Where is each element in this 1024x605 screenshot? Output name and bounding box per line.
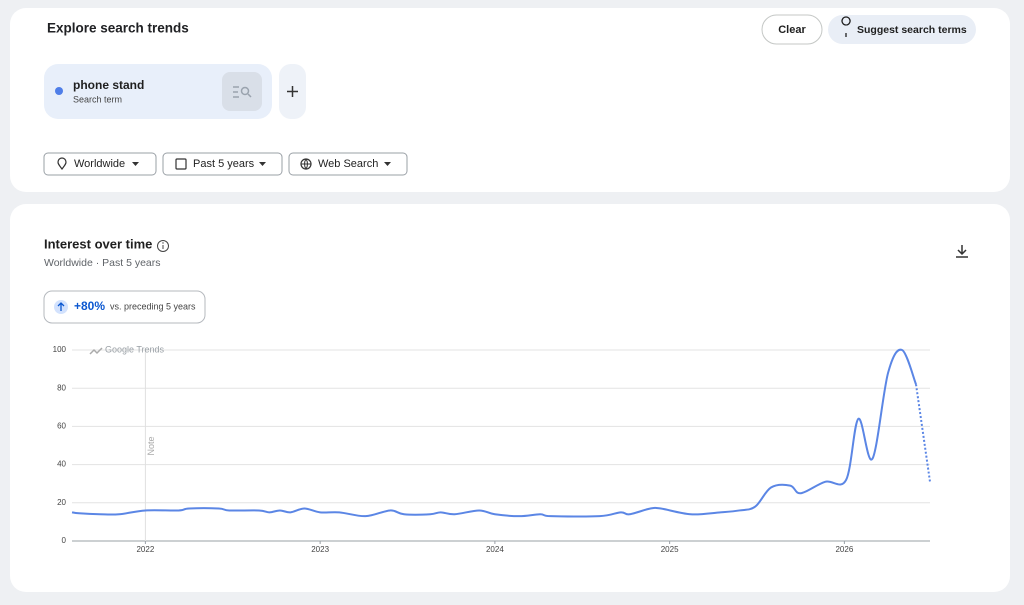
clear-label[interactable]: Clear — [778, 24, 806, 36]
add-term-button[interactable] — [279, 64, 306, 119]
location-filter[interactable]: Worldwide — [43, 152, 157, 176]
watermark: Google Trends — [105, 344, 165, 354]
y-tick-label: 20 — [57, 498, 66, 507]
clear-button[interactable]: Clear — [761, 14, 823, 45]
property-filter[interactable]: Web Search — [288, 152, 408, 176]
y-tick-label: 100 — [53, 345, 67, 354]
time-label[interactable]: Past 5 years — [193, 158, 255, 170]
y-tick-label: 0 — [62, 536, 67, 545]
x-tick-label: 2022 — [136, 545, 154, 554]
term-kind[interactable]: Search term — [73, 94, 122, 104]
panel-title: Interest over time — [44, 236, 152, 251]
change-value: +80% — [74, 299, 105, 313]
chart-card — [10, 204, 1010, 592]
change-chip: +80% vs. preceding 5 years — [43, 290, 206, 324]
watermark-icon — [89, 347, 103, 355]
info-icon[interactable] — [157, 240, 169, 252]
annotation-label: Note — [146, 436, 156, 455]
x-tick-label: 2025 — [661, 545, 679, 554]
download-button[interactable] — [956, 245, 968, 258]
term-name[interactable]: phone stand — [73, 78, 144, 92]
x-tick-label: 2024 — [486, 545, 504, 554]
panel-subtitle: Worldwide · Past 5 years — [44, 257, 161, 269]
plot: 0 20 40 60 80 100 2022 2023 2024 2025 2026 Note Goog… — [53, 344, 931, 554]
page-title: Explore search trends — [47, 21, 189, 36]
suggest-button[interactable]: Suggest search terms — [828, 15, 976, 44]
trend-line — [71, 348, 917, 518]
search-card — [10, 8, 1010, 192]
trend-line — [915, 384, 931, 482]
x-tick-label: 2023 — [311, 545, 329, 554]
y-tick-label: 40 — [57, 460, 66, 469]
suggest-label[interactable]: Suggest search terms — [857, 24, 967, 36]
y-tick-label: 80 — [57, 383, 66, 392]
change-note: vs. preceding 5 years — [110, 301, 196, 311]
property-label[interactable]: Web Search — [318, 158, 378, 170]
x-tick-label: 2026 — [835, 545, 853, 554]
y-tick-label: 60 — [57, 422, 66, 431]
location-label[interactable]: Worldwide — [74, 158, 125, 170]
time-filter[interactable]: Past 5 years — [162, 152, 283, 176]
term-chip[interactable]: phone stand Search term — [44, 64, 272, 119]
